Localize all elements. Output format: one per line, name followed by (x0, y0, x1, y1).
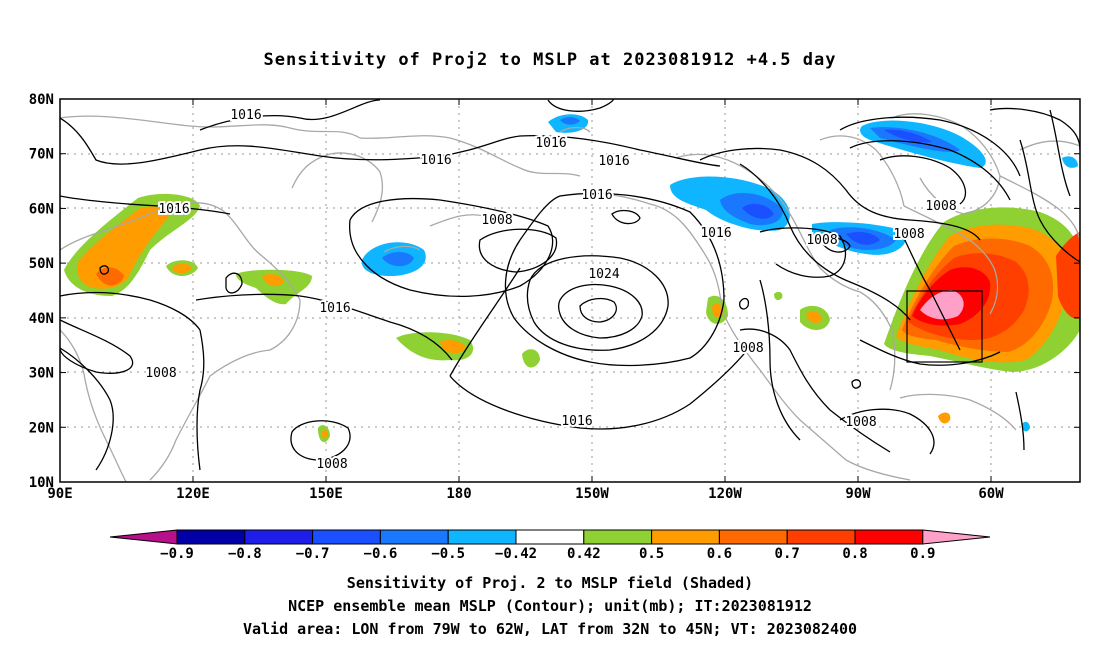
pos-region-china-small-core (172, 263, 192, 274)
pos-region-california-core (712, 303, 723, 318)
colorbar-swatch (244, 529, 314, 545)
colorbar-swatch (583, 529, 653, 545)
lat-label: 40N (29, 311, 54, 327)
sensitivity-shading (64, 114, 1080, 443)
colorbar-swatch (447, 529, 517, 545)
colorbar-label: 0.9 (910, 546, 935, 562)
axis-ticks (59, 98, 1080, 483)
contour-label: 1016 (561, 414, 592, 429)
colorbar-label: 0.42 (567, 546, 601, 562)
longitude-labels: 90E 120E 150E 180 150W 120W 90W 60W (47, 486, 1004, 502)
colorbar-swatch (786, 529, 856, 545)
pos-region-china-core (96, 267, 124, 286)
contour-label: 1008 (732, 341, 763, 356)
contour-label: 1008 (806, 233, 837, 248)
pos-region-pacific-core (440, 340, 466, 354)
contour-label: 1016 (535, 136, 566, 151)
lon-label: 180 (446, 486, 471, 502)
contour-label: 1016 (420, 153, 451, 168)
colorbar-label: −0.9 (160, 546, 194, 562)
lat-label: 60N (29, 201, 54, 217)
contour-label: 1016 (598, 154, 629, 169)
colorbar-label: −0.5 (431, 546, 465, 562)
plot-frame (59, 98, 1081, 483)
caption-shaded: Sensitivity of Proj. 2 to MSLP field (Sh… (346, 574, 754, 592)
colorbar-label: 0.6 (707, 546, 732, 562)
colorbar-label: −0.42 (495, 546, 537, 562)
contour-label: 1008 (316, 457, 347, 472)
lon-label: 120W (708, 486, 742, 502)
neg-region-subtropic (1022, 421, 1030, 432)
map-title: Sensitivity of Proj2 to MSLP at 20230819… (263, 50, 837, 70)
pos-region-nf-east (1056, 232, 1080, 319)
lon-label: 120E (176, 486, 210, 502)
colorbar-label: 0.8 (842, 546, 867, 562)
pos-region-plains-core (806, 311, 822, 323)
pos-region-japan-core (262, 274, 284, 287)
latitude-labels: 80N 70N 60N 50N 40N 30N 20N 10N (29, 92, 54, 491)
colorbar-swatch (515, 529, 585, 545)
contour-label: 1008 (845, 415, 876, 430)
lat-label: 30N (29, 366, 54, 382)
colorbar-label: −0.6 (364, 546, 398, 562)
lat-label: 20N (29, 420, 54, 436)
neg-region-bering-core (382, 252, 414, 267)
neg-region-east-atlantic (1062, 156, 1078, 168)
colorbar-label: 0.5 (639, 546, 664, 562)
lat-label: 10N (29, 475, 54, 491)
mslp-contours (60, 99, 1080, 471)
lat-label: 50N (29, 256, 54, 272)
coastlines (60, 113, 1080, 482)
colorbar-label: −0.7 (296, 546, 330, 562)
colorbar-under-arrow (109, 529, 178, 545)
contour-label: 1008 (893, 227, 924, 242)
lon-label: 60W (978, 486, 1004, 502)
colorbar-swatch (651, 529, 720, 545)
neg-region-hudson-core (846, 232, 880, 245)
contour-label: 1016 (581, 188, 612, 203)
colorbar-swatch (312, 529, 381, 545)
colorbar-swatch (854, 529, 924, 545)
neg-region-canada-core (742, 203, 774, 219)
colorbar-swatch (379, 529, 449, 545)
colorbar: −0.9 −0.8 −0.7 −0.6 −0.5 −0.42 0.42 0.5 0.6 0.7 0.… (109, 529, 991, 562)
contour-label: 1024 (588, 267, 619, 282)
lon-label: 150E (309, 486, 343, 502)
pos-region-tropic-w-core (322, 429, 328, 439)
contour-label: 1016 (700, 226, 731, 241)
colorbar-swatch (718, 529, 788, 545)
caption-valid-area: Valid area: LON from 79W to 62W, LAT fro… (242, 620, 858, 638)
colorbar-over-arrow (922, 529, 991, 545)
neg-region-greenland-core (884, 129, 932, 143)
lon-label: 90W (845, 486, 871, 502)
pos-region-eastcoast-peak (920, 290, 964, 320)
colorbar-label: 0.7 (775, 546, 800, 562)
lat-label: 70N (29, 147, 54, 163)
contour-label: 1008 (145, 366, 176, 381)
lat-label: 80N (29, 92, 54, 108)
contour-label: 1016 (319, 301, 350, 316)
lon-label: 90E (47, 486, 72, 502)
pos-region-pacific2 (522, 349, 540, 368)
contour-label: 1016 (158, 202, 189, 217)
contour-label: 1008 (481, 213, 512, 228)
colorbar-swatch (176, 529, 246, 545)
valid-area-box (906, 290, 983, 363)
contour-label: 1008 (925, 199, 956, 214)
colorbar-label: −0.8 (228, 546, 262, 562)
pos-region-caribbean (938, 412, 951, 424)
lon-label: 150W (575, 486, 609, 502)
neg-region-arctic-core (560, 117, 580, 125)
gridlines (60, 99, 1080, 482)
caption-contour: NCEP ensemble mean MSLP (Contour); unit(… (288, 597, 812, 615)
contour-labels: 1016 1016 1016 1016 1016 1008 1016 1024 … (143, 106, 958, 474)
contour-label: 1016 (230, 108, 261, 123)
pos-region-small-green (774, 291, 783, 301)
